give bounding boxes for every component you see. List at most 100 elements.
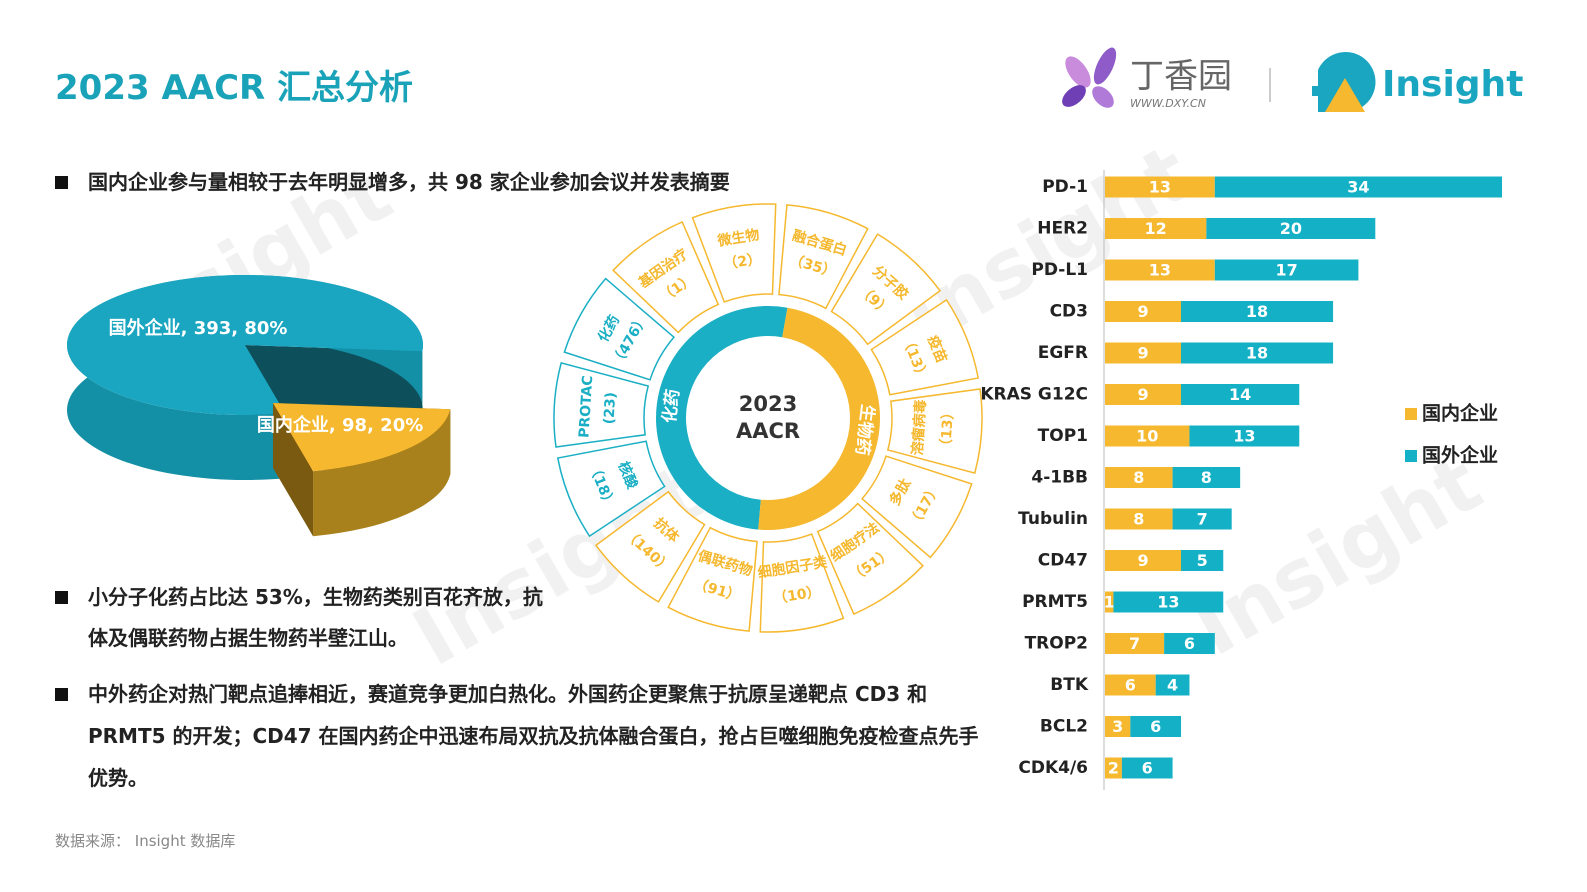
insight-logo-icon — [1312, 52, 1376, 113]
bar-value-label: 10 — [1136, 427, 1158, 446]
bullet-text: 小分子化药占比达 53%，生物药类别百花齐放，抗体及偶联药物占据生物药半壁江山。 — [88, 585, 543, 650]
petal — [563, 277, 675, 381]
bar-segment — [1105, 467, 1173, 488]
y-tick-label: CDK4/6 — [1018, 758, 1088, 778]
pie-data-label: 国内企业, 98, 20% — [257, 414, 423, 436]
bar-value-label: 3 — [1112, 717, 1123, 736]
bullet-marker — [55, 591, 68, 604]
petal-value-label: （10） — [772, 584, 821, 607]
petal — [778, 204, 869, 310]
pie-slice-side — [273, 403, 314, 537]
petal — [594, 490, 706, 603]
petal — [612, 220, 720, 334]
y-tick-label: CD47 — [1038, 551, 1088, 571]
bar-segment — [1105, 384, 1182, 405]
bar-value-label: 12 — [1145, 219, 1167, 238]
bar-value-label: 18 — [1246, 302, 1268, 321]
pie-slice — [66, 275, 424, 480]
center-label: 2023 — [739, 392, 797, 416]
bar-value-label: 8 — [1133, 510, 1144, 529]
petal — [886, 388, 983, 475]
petal — [759, 533, 845, 633]
petal-value-label: (23) — [601, 392, 619, 425]
bar-value-label: 13 — [1149, 261, 1171, 280]
petal — [816, 502, 924, 616]
bar-segment — [1121, 757, 1173, 779]
bar-segment — [1105, 176, 1215, 198]
petal — [667, 526, 758, 632]
y-tick-label: CD3 — [1050, 302, 1088, 322]
y-tick-label: EGFR — [1038, 343, 1088, 363]
bullet-text: 国内企业参与量相较于去年明显增多，共 98 家企业参加会议并发表摘要 — [88, 170, 730, 194]
bar-segment — [1105, 508, 1173, 530]
bar-value-label: 6 — [1125, 676, 1136, 695]
y-tick-label: Tubulin — [1018, 509, 1088, 529]
bar-segment — [1214, 176, 1502, 198]
petal — [861, 455, 973, 559]
bar-value-label: 34 — [1347, 178, 1369, 197]
petal-label: PROTAC — [576, 375, 596, 438]
ring-segment — [656, 306, 788, 530]
bar-value-label: 13 — [1157, 593, 1179, 612]
bar-segment — [1206, 218, 1376, 239]
petal-value-label: （2） — [723, 251, 763, 273]
bar-segment — [1105, 301, 1182, 322]
bar-segment — [1105, 757, 1122, 779]
bar-segment — [1105, 591, 1114, 613]
bar-value-label: 1 — [1104, 593, 1115, 612]
bar-segment — [1105, 674, 1156, 696]
bar-value-label: 6 — [1150, 717, 1161, 736]
bar-value-label: 2 — [1108, 759, 1119, 778]
ring-segment — [758, 307, 881, 531]
petal — [830, 233, 942, 346]
bar-value-label: 7 — [1197, 510, 1208, 529]
y-tick-label: TOP1 — [1038, 426, 1088, 446]
pie-slice-wall — [313, 409, 451, 537]
legend-label: 国内企业 — [1422, 402, 1498, 425]
bar-value-label: 8 — [1133, 468, 1144, 487]
bar-value-label: 13 — [1233, 427, 1255, 446]
bullet-text: 中外药企对热门靶点追捧相近，赛道竞争更加白热化。外国药企更聚焦于抗原呈递靶点 C… — [88, 682, 979, 790]
bar-value-label: 9 — [1137, 344, 1148, 363]
bullet-marker — [55, 176, 68, 189]
y-tick-label: PD-L1 — [1031, 260, 1088, 280]
bar-segment — [1130, 716, 1182, 737]
bar-value-label: 7 — [1129, 634, 1140, 653]
bar-segment — [1155, 674, 1190, 696]
pie-slice-top — [273, 403, 451, 472]
petal — [553, 361, 650, 448]
y-tick-label: HER2 — [1037, 219, 1088, 239]
bar-value-label: 4 — [1167, 676, 1178, 695]
y-tick-label: TROP2 — [1025, 634, 1088, 654]
y-tick-label: BTK — [1050, 675, 1089, 695]
petal-label: 微生物 — [715, 226, 760, 250]
y-tick-label: 4-1BB — [1031, 468, 1088, 488]
y-tick-label: PRMT5 — [1022, 592, 1088, 612]
bar-value-label: 6 — [1142, 759, 1153, 778]
bar-segment — [1214, 259, 1359, 281]
center-label: AACR — [736, 419, 800, 443]
bar-value-label: 14 — [1229, 385, 1251, 404]
petal — [556, 440, 666, 538]
bar-segment — [1105, 425, 1190, 447]
bullet-marker — [55, 688, 68, 701]
bar-value-label: 5 — [1197, 551, 1208, 570]
pie-slice — [273, 403, 451, 537]
bar-segment — [1105, 342, 1182, 364]
bar-value-label: 18 — [1246, 344, 1268, 363]
bar-segment — [1105, 633, 1165, 654]
dxy-logo-text: 丁香园 — [1130, 57, 1232, 97]
bar-segment — [1181, 301, 1334, 322]
bar-segment — [1105, 550, 1182, 571]
pie-data-label: 国外企业, 393, 80% — [109, 317, 288, 339]
bar-segment — [1113, 591, 1224, 613]
pie-chart: 国外企业, 393, 80% 国内企业, 98, 20% — [66, 275, 451, 537]
dxy-logo-icon — [1062, 47, 1117, 108]
y-tick-label: PD-1 — [1042, 177, 1088, 197]
y-tick-label: KRAS G12C — [980, 385, 1088, 405]
bar-value-label: 9 — [1137, 551, 1148, 570]
legend-swatch — [1405, 408, 1417, 420]
legend-swatch — [1405, 450, 1417, 462]
